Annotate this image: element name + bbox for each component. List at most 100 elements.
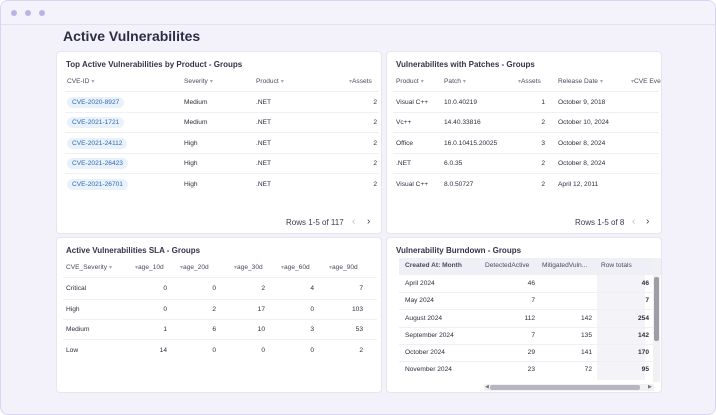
- divider: [393, 153, 659, 154]
- row-total-cell: 95: [641, 366, 649, 373]
- detected-cell: 7: [531, 297, 535, 304]
- row-total-cell: 7: [645, 297, 649, 304]
- divider: [399, 327, 653, 328]
- age-90d-cell: 2: [359, 347, 363, 354]
- window-close-dot[interactable]: [11, 10, 17, 16]
- severity-cell: High: [184, 140, 198, 147]
- column-header-assets[interactable]: ▾Assets: [349, 78, 372, 85]
- column-header-age-60d[interactable]: ▾age_60d: [281, 264, 310, 271]
- column-header-age-20d[interactable]: ▾age_20d: [180, 264, 209, 271]
- assets-cell: 2: [541, 181, 545, 188]
- divider: [399, 344, 653, 345]
- divider: [63, 277, 377, 278]
- chevron-left-icon[interactable]: ‹: [632, 216, 636, 227]
- scroll-left-icon[interactable]: ◀: [485, 384, 489, 390]
- mitigated-cell: 142: [580, 315, 592, 322]
- month-cell: April 2024: [405, 280, 435, 287]
- sort-icon: ▾: [599, 79, 603, 85]
- row-total-cell: 254: [637, 315, 649, 322]
- chevron-right-icon[interactable]: ›: [367, 216, 371, 227]
- assets-cell: 2: [373, 140, 377, 147]
- month-cell: November 2024: [405, 366, 452, 373]
- severity-cell: Medium: [66, 326, 90, 333]
- detected-cell: 46: [527, 280, 535, 287]
- burndown-title: Vulnerability Burndown - Groups: [396, 246, 522, 255]
- column-header-release-date[interactable]: Release Date ▾: [558, 78, 603, 85]
- cve-tag[interactable]: CVE-2021-26423: [67, 158, 128, 169]
- age-20d-cell: 2: [212, 306, 216, 313]
- patch-cell: 10.0.40219: [444, 99, 478, 106]
- cve-tag[interactable]: CVE-2021-26701: [67, 179, 128, 190]
- age-90d-cell: 53: [355, 326, 363, 333]
- patches-panel: Vulnerabilites with Patches - Groups Pro…: [386, 51, 662, 234]
- divider: [65, 91, 379, 92]
- column-header-product[interactable]: Product ▾: [396, 78, 424, 85]
- product-cell: Vc++: [396, 119, 412, 126]
- age-10d-cell: 1: [163, 326, 167, 333]
- window-minimize-dot[interactable]: [25, 10, 31, 16]
- burndown-panel: Vulnerability Burndown - Groups Created …: [386, 237, 662, 393]
- column-header-patch[interactable]: Patch ▾: [444, 78, 466, 85]
- sort-icon: ▾: [280, 79, 284, 85]
- sort-icon: ▾: [329, 265, 333, 271]
- cve-tag[interactable]: CVE-2021-1721: [67, 117, 125, 128]
- window-zoom-dot[interactable]: [39, 10, 45, 16]
- age-60d-cell: 3: [310, 326, 314, 333]
- sort-icon: ▾: [209, 79, 213, 85]
- divider: [65, 153, 379, 154]
- cve-tag[interactable]: CVE-2020-8927: [67, 97, 125, 108]
- divider: [65, 112, 379, 113]
- patch-cell: 16.0.10415.20025: [444, 140, 498, 147]
- row-total-cell: 142: [637, 332, 649, 339]
- pivot-header-row: [399, 258, 661, 275]
- column-header-cve-event[interactable]: ▾CVE Eve: [631, 78, 661, 85]
- sort-icon: ▾: [234, 265, 238, 271]
- product-cell: .NET: [256, 119, 272, 126]
- horizontal-scroll-thumb[interactable]: [490, 385, 640, 390]
- age-30d-cell: 2: [261, 285, 265, 292]
- sort-icon: ▾: [135, 265, 139, 271]
- sla-title: Active Vulnerabilities SLA - Groups: [66, 246, 201, 255]
- severity-cell: Critical: [66, 285, 87, 292]
- pagination-label: Rows 1-5 of 117: [286, 218, 344, 227]
- release-date-cell: April 12, 2011: [558, 181, 599, 188]
- column-header-mitigated[interactable]: MitigatedVuln...: [542, 262, 588, 269]
- product-cell: .NET: [256, 99, 272, 106]
- detected-cell: 29: [527, 349, 535, 356]
- age-60d-cell: 0: [310, 347, 314, 354]
- column-header-row-totals[interactable]: Row totals: [601, 262, 632, 269]
- age-20d-cell: 0: [212, 347, 216, 354]
- product-cell: Visual C++: [396, 99, 429, 106]
- column-header-cve-id[interactable]: CVE-ID ▾: [67, 78, 95, 85]
- product-cell: Office: [396, 140, 414, 147]
- column-header-cve-severity[interactable]: CVE_Severity ▾: [66, 264, 113, 271]
- chevron-right-icon[interactable]: ›: [646, 216, 650, 227]
- assets-cell: 1: [541, 99, 545, 106]
- sort-icon: ▾: [109, 265, 113, 271]
- column-header-age-30d[interactable]: ▾age_30d: [234, 264, 263, 271]
- mitigated-cell: 135: [580, 332, 592, 339]
- column-header-created-month[interactable]: Created At: Month: [405, 262, 462, 269]
- release-date-cell: October 8, 2024: [558, 140, 606, 147]
- scroll-right-icon[interactable]: ▶: [648, 384, 652, 390]
- column-header-assets[interactable]: ▾Assets: [518, 78, 541, 85]
- age-90d-cell: 7: [359, 285, 363, 292]
- age-10d-cell: 14: [159, 347, 167, 354]
- vertical-scroll-thumb[interactable]: [654, 277, 659, 341]
- sort-icon: ▾: [349, 79, 353, 85]
- column-header-age-90d[interactable]: ▾age_90d: [329, 264, 358, 271]
- column-header-product[interactable]: Product ▾: [256, 78, 284, 85]
- column-header-detected-active[interactable]: DetectedActive: [485, 262, 530, 269]
- age-30d-cell: 0: [261, 347, 265, 354]
- assets-cell: 2: [373, 119, 377, 126]
- row-total-cell: 46: [641, 280, 649, 287]
- detected-cell: 7: [531, 332, 535, 339]
- cve-tag[interactable]: CVE-2021-24112: [67, 138, 128, 149]
- severity-cell: High: [184, 160, 198, 167]
- chevron-left-icon[interactable]: ‹: [352, 216, 356, 227]
- age-60d-cell: 4: [310, 285, 314, 292]
- column-header-severity[interactable]: Severity ▾: [184, 78, 213, 85]
- column-header-age-10d[interactable]: ▾age_10d: [135, 264, 164, 271]
- severity-cell: High: [184, 181, 198, 188]
